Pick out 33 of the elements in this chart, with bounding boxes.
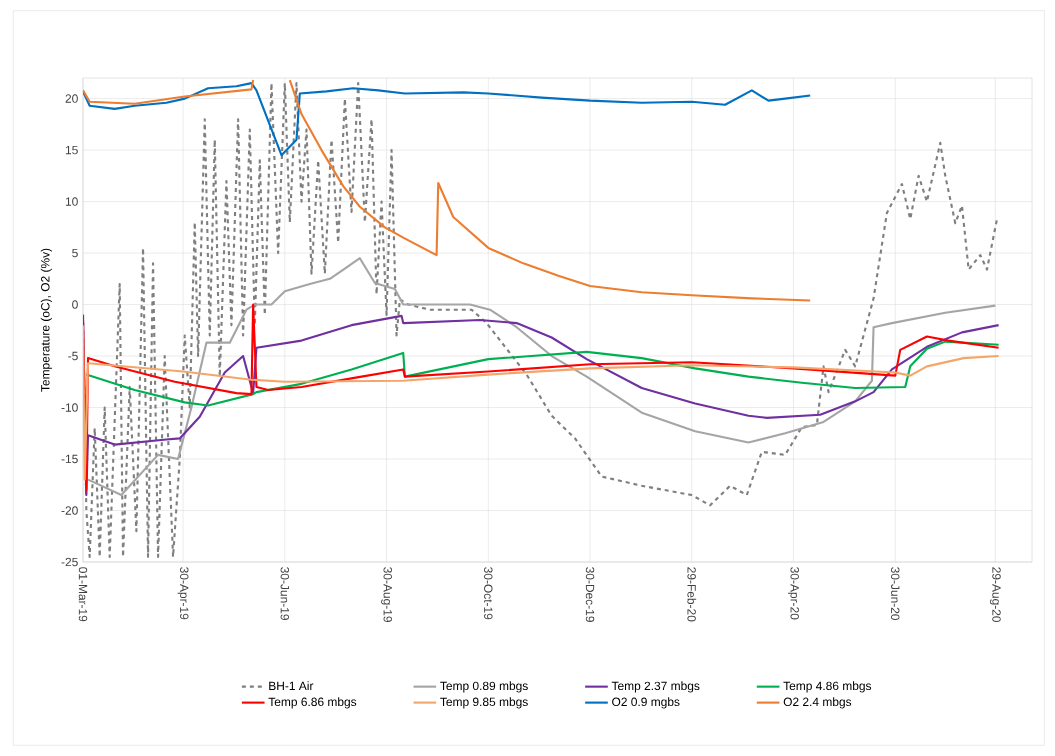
y-tick-label: 15 [65,145,78,155]
y-tick-label: -15 [61,454,78,464]
y-tick-label: 0 [72,300,78,309]
legend-label: Temp 4.86 mbgs [783,681,872,693]
legend-label: BH-1 Air [269,681,314,690]
y-tick-label: 5 [72,248,78,258]
y-tick-label: 20 [65,94,78,103]
line-series [83,82,999,558]
line-series [86,257,997,497]
line-series [83,82,812,157]
x-tick-label: 30-Jun-19 [280,567,290,620]
x-tick-label: 30-Dec-19 [585,567,595,622]
x-tick-label: 01-Mar-19 [78,567,88,622]
x-tick-label: 29-Aug-20 [989,567,1001,623]
legend-label: Temp 9.85 mbgs [440,697,528,709]
y-tick-label: -25 [61,557,78,567]
legend-label: Temp 2.37 mbgs [611,681,700,693]
y-tick-label: 10 [65,197,78,206]
line-series [85,340,1000,407]
y-tick-label: -10 [61,403,78,412]
legend-label: O2 0.9 mgbs [612,697,680,709]
y-tick-label: -20 [61,506,78,515]
legend-label: O2 2.4 mbgs [783,697,852,709]
y-axis-title: Temperature (oC), O2 (%v) [40,248,52,392]
x-tick-label: 30-Oct-19 [484,567,493,620]
x-tick-label: 30-Aug-19 [381,567,392,622]
legend-label: Temp 6.86 mbgs [268,697,357,709]
x-tick-label: 30-Apr-19 [177,567,189,620]
x-tick-label: 30-Apr-20 [788,567,799,620]
x-tick-label: 29-Feb-20 [687,567,697,622]
y-tick-label: -5 [68,351,78,361]
legend-label: Temp 0.89 mbgs [440,681,528,693]
x-tick-label: 30-Jun-20 [891,567,900,621]
